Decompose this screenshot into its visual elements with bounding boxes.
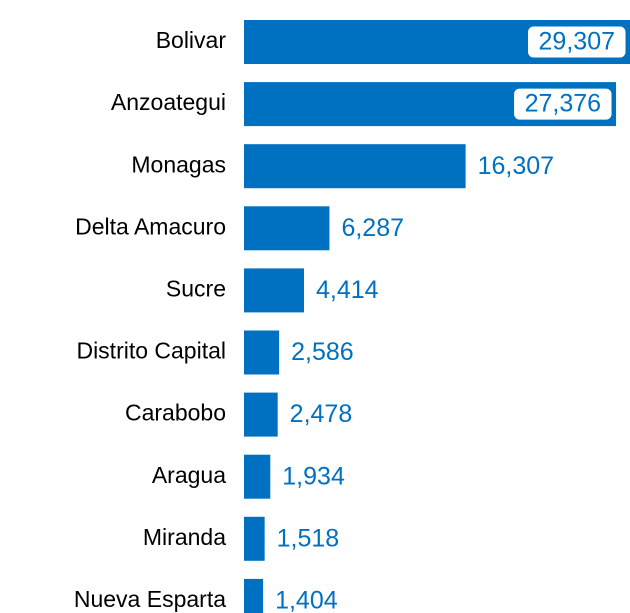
value-label-box xyxy=(527,25,627,59)
category-label: Sucre xyxy=(166,275,226,301)
bar xyxy=(244,268,304,313)
value-label: 1,518 xyxy=(277,524,340,552)
category-label: Aragua xyxy=(152,462,226,488)
category-label: Monagas xyxy=(131,151,226,177)
category-label: Nueva Esparta xyxy=(74,586,226,612)
category-label: Miranda xyxy=(143,524,226,550)
bar xyxy=(244,392,278,437)
bar xyxy=(244,144,466,189)
value-label-box xyxy=(513,87,613,121)
value-label: 1,934 xyxy=(282,462,345,490)
value-label: 16,307 xyxy=(478,152,554,180)
value-label: 2,586 xyxy=(291,338,354,366)
category-label: Carabobo xyxy=(125,400,226,426)
bar xyxy=(244,330,280,375)
category-label: Delta Amacuro xyxy=(75,213,226,239)
bar xyxy=(244,578,264,613)
value-label: 27,376 xyxy=(525,90,601,118)
value-label: 6,287 xyxy=(341,214,404,242)
value-label: 1,404 xyxy=(275,587,338,613)
value-label: 29,307 xyxy=(539,28,615,56)
bar xyxy=(244,206,330,251)
category-label: Anzoategui xyxy=(111,89,226,115)
value-label: 4,414 xyxy=(316,276,379,304)
category-label: Distrito Capital xyxy=(76,338,226,364)
value-label: 2,478 xyxy=(290,400,353,428)
bar xyxy=(244,516,265,561)
category-label: Bolivar xyxy=(156,27,227,53)
bar xyxy=(244,454,271,499)
